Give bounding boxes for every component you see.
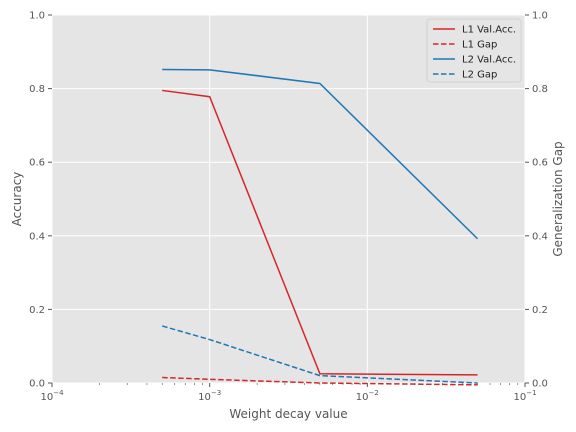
legend-box <box>426 18 522 83</box>
y-tick-label: 0.0 <box>29 379 45 390</box>
legend-label: L1 Gap <box>462 40 497 51</box>
y-tick-label: 0.8 <box>29 84 45 95</box>
series-layer <box>161 68 479 386</box>
series-line-l1-val-acc <box>162 89 478 376</box>
x-tick-label: 10−4 <box>40 389 64 403</box>
series-line-l2-gap <box>161 325 478 384</box>
legend-label: L1 Val.Acc. <box>462 25 516 36</box>
series-line-l2-val-acc <box>162 68 479 240</box>
legend-label: L2 Gap <box>462 70 497 81</box>
y-tick-label: 0.6 <box>29 158 45 169</box>
x-tick-label: 10−2 <box>356 389 379 403</box>
series-line-l1-gap <box>162 376 478 386</box>
y2-tick-label: 0.6 <box>532 158 548 169</box>
y2-tick-label: 0.8 <box>532 84 548 95</box>
legend-label: L2 Val.Acc. <box>462 55 516 66</box>
y2-tick-label: 0.0 <box>532 379 548 390</box>
legend: L1 Val.Acc. L1 Gap L2 Val.Acc. L2 Gap <box>426 18 522 83</box>
y-axis-label: Accuracy <box>10 172 24 227</box>
y2-tick-label: 1.0 <box>532 11 548 22</box>
y2-axis-label: Generalization Gap <box>551 141 565 256</box>
y-tick-label: 1.0 <box>29 11 45 22</box>
x-axis-label: Weight decay value <box>229 407 347 421</box>
grid-lines <box>51 14 526 384</box>
x-tick-label: 10−1 <box>513 389 536 403</box>
y-tick-label: 0.2 <box>29 305 45 316</box>
x-axis-ticks: 10−4 10−3 10−2 10−1 <box>40 383 537 403</box>
y2-tick-label: 0.2 <box>532 305 548 316</box>
y2-tick-label: 0.4 <box>532 231 548 242</box>
y-axis-ticks: 0.0 0.2 0.4 0.6 0.8 1.0 <box>29 11 52 390</box>
y-tick-label: 0.4 <box>29 231 45 242</box>
x-tick-label: 10−3 <box>198 389 221 403</box>
y2-axis-ticks: 0.0 0.2 0.4 0.6 0.8 1.0 <box>525 11 548 390</box>
